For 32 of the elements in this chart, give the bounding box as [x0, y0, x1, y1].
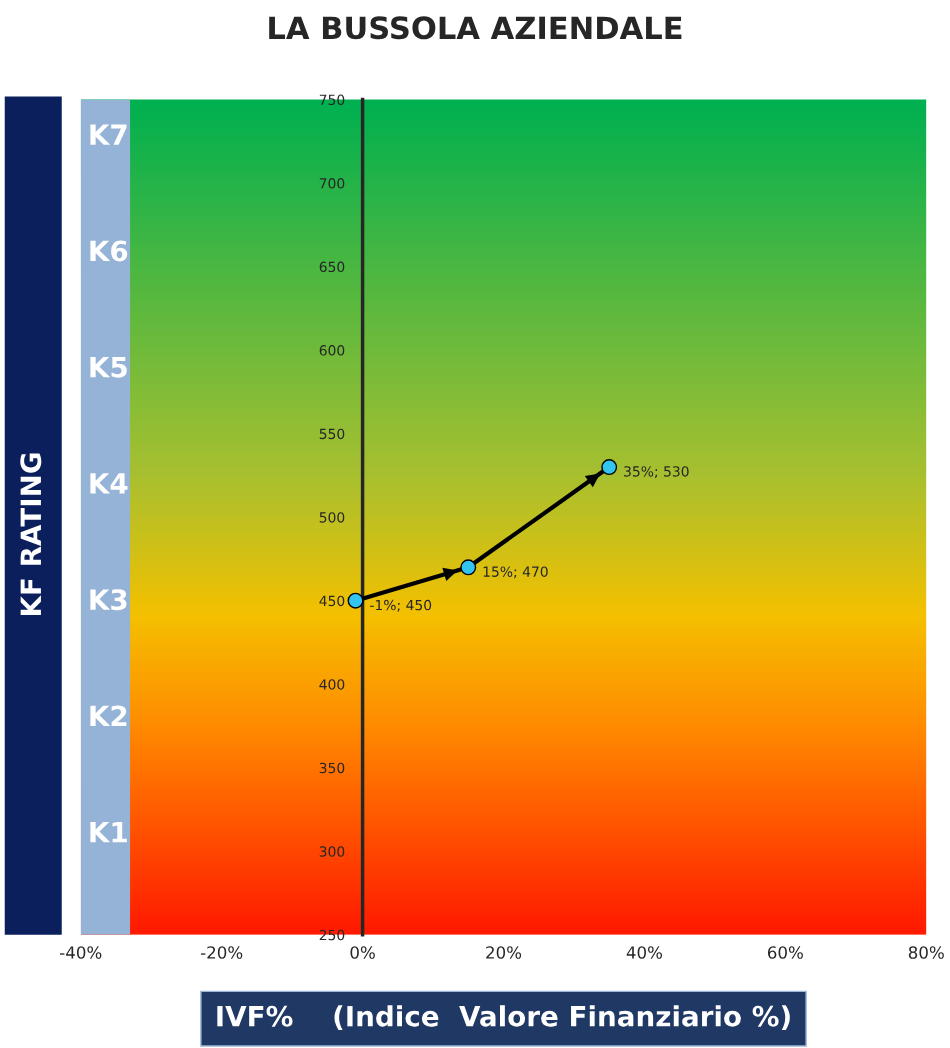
data-label: -1%; 450 [370, 599, 432, 612]
y-tick-label: 400 [319, 679, 345, 690]
annotation: K6 [90, 240, 128, 262]
x-axis-title: IVF% (Indice Valore Finanziario %) [217, 1005, 790, 1030]
x-tick-label: 60% [767, 946, 803, 959]
point [601, 459, 618, 476]
annotation: K2 [90, 705, 127, 727]
y-tick-label: 500 [319, 512, 345, 523]
y-tick-label: 350 [319, 762, 345, 774]
data-label: 35%; 530 [624, 466, 689, 479]
annotation: K4 [90, 473, 128, 494]
data-label: 15%; 470 [483, 566, 548, 579]
y-tick-label: 600 [319, 345, 345, 356]
point [347, 592, 364, 609]
y-tick-label: 300 [319, 846, 345, 857]
y-tick-label: 450 [319, 595, 345, 607]
x-tick-label: 40% [626, 946, 663, 959]
annotation: K3 [90, 589, 127, 611]
y-tick-label: 550 [319, 428, 345, 440]
x-tick-label: -40% [60, 946, 102, 959]
chart-title: LA BUSSOLA AZIENDALE [269, 16, 682, 40]
y-axis-title: KF RATING [20, 453, 42, 616]
annotation: K1 [90, 822, 127, 843]
annotation: K7 [90, 124, 127, 145]
y-tick-label: 700 [319, 178, 345, 189]
y-tick-label: 650 [319, 261, 345, 273]
x-tick-label: 20% [486, 946, 522, 959]
x-tick-label: 80% [908, 946, 944, 959]
x-tick-label: -20% [200, 946, 243, 959]
point [460, 559, 477, 576]
annotation: K5 [90, 357, 127, 378]
x-tick-label: 0% [350, 946, 375, 959]
